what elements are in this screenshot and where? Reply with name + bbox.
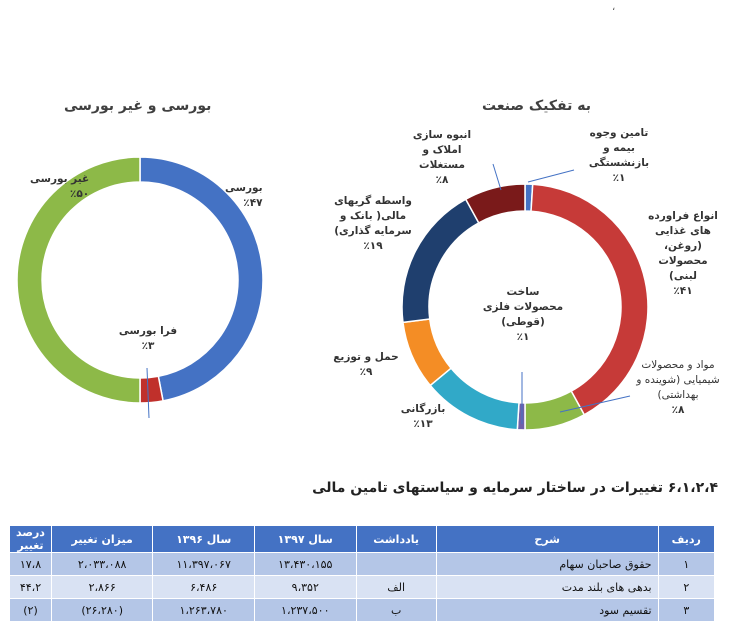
- capital-structure-table: ردیف شرح یادداشت سال ۱۳۹۷ سال ۱۳۹۶ میزان…: [9, 525, 716, 622]
- cell-change: ۲،۰۳۳،۰۸۸: [50, 552, 154, 576]
- donut-slice-8: [464, 183, 526, 224]
- cell-percent: ۴۴،۲: [9, 575, 52, 599]
- section-title: ۶،۱،۲،۴ تغییرات در ساختار سرمایه و سیاست…: [312, 480, 718, 496]
- cell-yaddasht: الف: [355, 575, 437, 599]
- cell-change: (۲۶،۲۸۰): [50, 598, 154, 622]
- header-year-1396: سال ۱۳۹۶: [152, 525, 255, 553]
- header-year-1397: سال ۱۳۹۷: [253, 525, 357, 553]
- donut-chart-bourse: [16, 156, 264, 404]
- header-change-amount: میزان تغییر: [50, 525, 154, 553]
- label-tamin: تامین وجوه بیمه و بازنشستگی ٪۱: [588, 127, 650, 184]
- cell-radif: ۳: [657, 598, 716, 622]
- top-fragment: ،: [612, 2, 616, 13]
- leader-line-farabourse: [146, 367, 150, 419]
- table-row: ۳ تقسیم سود ب ۱،۲۳۷،۵۰۰ ۱،۲۶۳،۷۸۰ (۲۶،۲۸…: [9, 598, 716, 622]
- donut-slice-3: [16, 156, 141, 404]
- label-mavad-shimiaei: مواد و محصولات شیمیایی (شوینده و بهداشتی…: [636, 359, 720, 416]
- label-farabourse: فرا بورسی ٪۳: [118, 325, 178, 352]
- label-bazargani: بازرگانی ٪۱۳: [400, 403, 446, 430]
- cell-change: ۲،۸۶۶: [50, 575, 154, 599]
- cell-1397: ۱۳،۴۳۰،۱۵۵: [253, 552, 357, 576]
- table-header-row: ردیف شرح یادداشت سال ۱۳۹۷ سال ۱۳۹۶ میزان…: [9, 525, 716, 553]
- label-vasete-gari: واسطه گریهای مالی( بانک و سرمایه گذاری) …: [334, 195, 412, 252]
- label-bourse: بورسی ٪۴۷: [225, 182, 263, 209]
- cell-1396: ۱،۲۶۳،۷۸۰: [152, 598, 255, 622]
- header-sharh: شرح: [435, 525, 659, 553]
- cell-1397: ۹،۳۵۲: [253, 575, 357, 599]
- leader-line-mavad: [559, 395, 631, 413]
- cell-yaddasht: [355, 552, 437, 576]
- chart-title-bourse: بورسی و غیر بورسی: [64, 98, 212, 114]
- cell-sharh: تقسیم سود: [435, 598, 659, 622]
- cell-radif: ۲: [657, 575, 716, 599]
- label-anbooh-sazi: انبوه سازی املاک و مستغلات ٪۸: [412, 129, 472, 186]
- cell-yaddasht: ب: [355, 598, 437, 622]
- label-sakht-felezi: ساخت محصولات فلزی (قوطی) ٪۱: [482, 286, 564, 343]
- cell-radif: ۱: [657, 552, 716, 576]
- label-haml-tozie: حمل و توزیع ٪۹: [333, 351, 399, 378]
- cell-1396: ۱۱،۳۹۷،۰۶۷: [152, 552, 255, 576]
- cell-sharh: بدهی های بلند مدت: [435, 575, 659, 599]
- cell-sharh: حقوق صاحبان سهام: [435, 552, 659, 576]
- header-yaddasht: یادداشت: [355, 525, 437, 553]
- leader-line-anbooh: [492, 163, 502, 191]
- table-row: ۲ بدهی های بلند مدت الف ۹،۳۵۲ ۶،۴۸۶ ۲،۸۶…: [9, 575, 716, 599]
- cell-percent: ۱۷،۸: [9, 552, 52, 576]
- cell-1396: ۶،۴۸۶: [152, 575, 255, 599]
- cell-1397: ۱،۲۳۷،۵۰۰: [253, 598, 357, 622]
- leader-lines: [146, 163, 631, 424]
- table-row: ۱ حقوق صاحبان سهام ۱۳،۴۳۰،۱۵۵ ۱۱،۳۹۷،۰۶۷…: [9, 552, 716, 576]
- leader-line-tamin: [527, 169, 575, 183]
- donut-chart-industry: [401, 183, 649, 431]
- label-anva-faravarde: انواع فراورده های غذایی (روغن، محصولات ل…: [648, 210, 718, 297]
- chart-title-industry: به تفکیک صنعت: [482, 98, 591, 114]
- header-change-percent: درصد تغییر: [9, 525, 52, 553]
- label-gheir-bourse: غیر بورسی ٪۵۰: [30, 173, 90, 200]
- header-radif: ردیف: [657, 525, 716, 553]
- cell-percent: (۲): [9, 598, 52, 622]
